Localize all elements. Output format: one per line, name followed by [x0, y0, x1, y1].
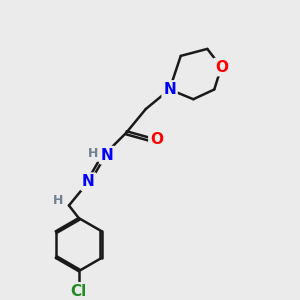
Text: O: O: [150, 132, 163, 147]
Text: N: N: [163, 82, 176, 97]
Text: N: N: [101, 148, 114, 163]
Text: O: O: [215, 60, 228, 75]
Text: Cl: Cl: [70, 284, 87, 299]
Text: H: H: [53, 194, 64, 207]
Text: N: N: [82, 174, 95, 189]
Text: H: H: [88, 147, 98, 160]
